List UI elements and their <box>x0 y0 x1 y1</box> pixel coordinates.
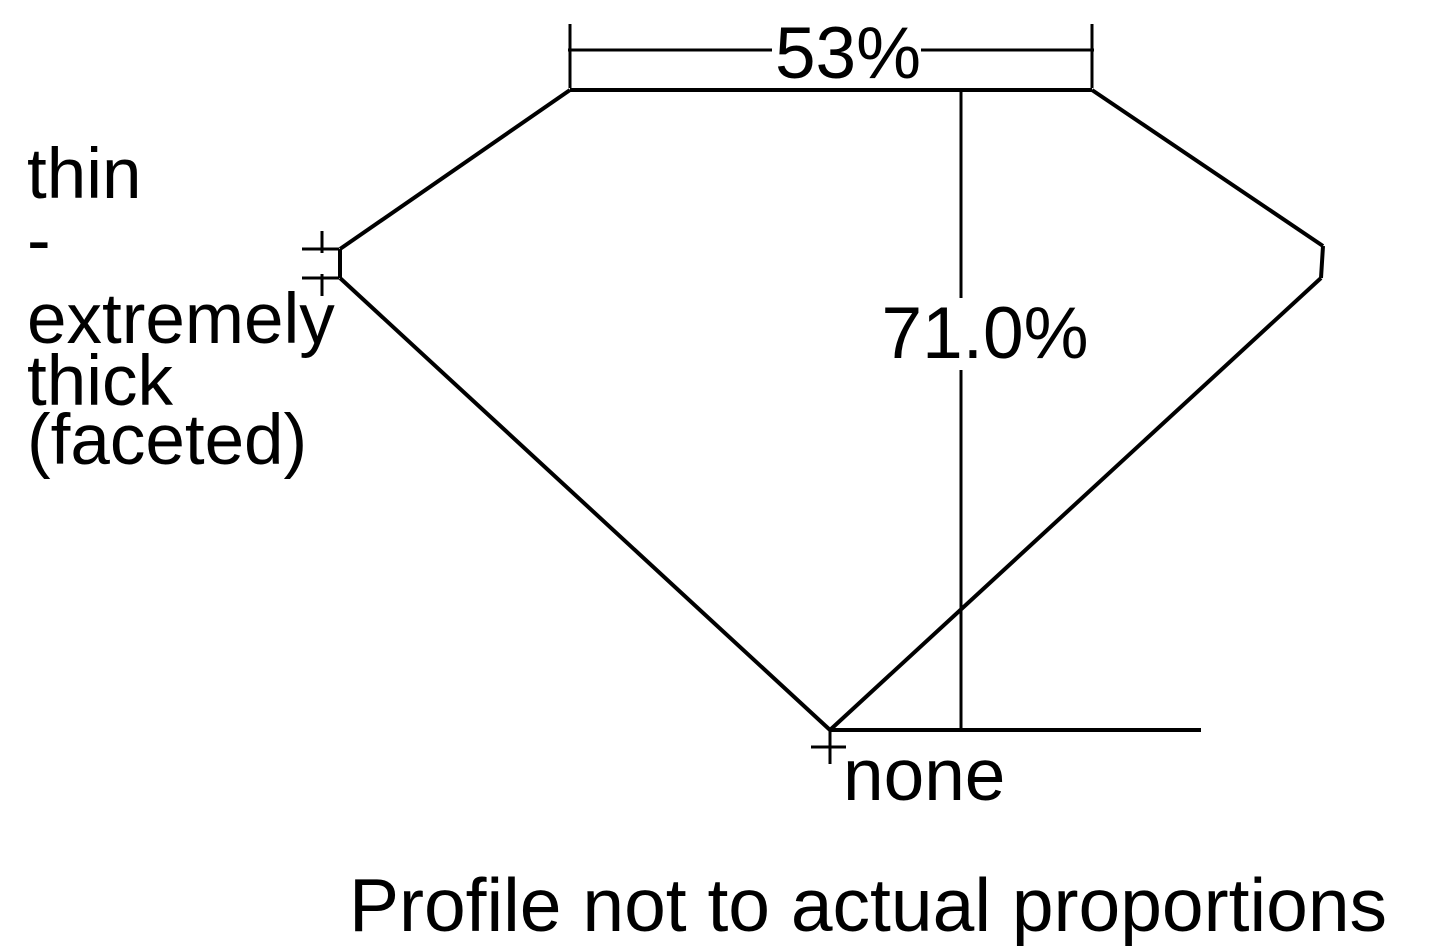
girdle-label-line-5: (faceted) <box>27 401 307 480</box>
girdle-label-line-2: - <box>27 201 51 280</box>
pavilion-facet-right-line <box>828 276 1323 732</box>
girdle-label-line-1: thin <box>27 135 141 214</box>
girdle-right-line <box>1319 245 1325 279</box>
girdle-label-line-3: extremely <box>27 280 335 359</box>
caption-text: Profile not to actual proportions <box>349 863 1387 946</box>
crown-facet-right-line <box>1090 88 1325 248</box>
depth-percent-label: 71.0% <box>882 293 1089 374</box>
pavilion-facet-left-line <box>338 276 832 732</box>
culet-label: none <box>843 735 1005 816</box>
table-percent-label: 53% <box>775 13 921 94</box>
crown-facet-left-line <box>338 88 572 251</box>
girdle-label-line-4: thick <box>27 342 173 421</box>
